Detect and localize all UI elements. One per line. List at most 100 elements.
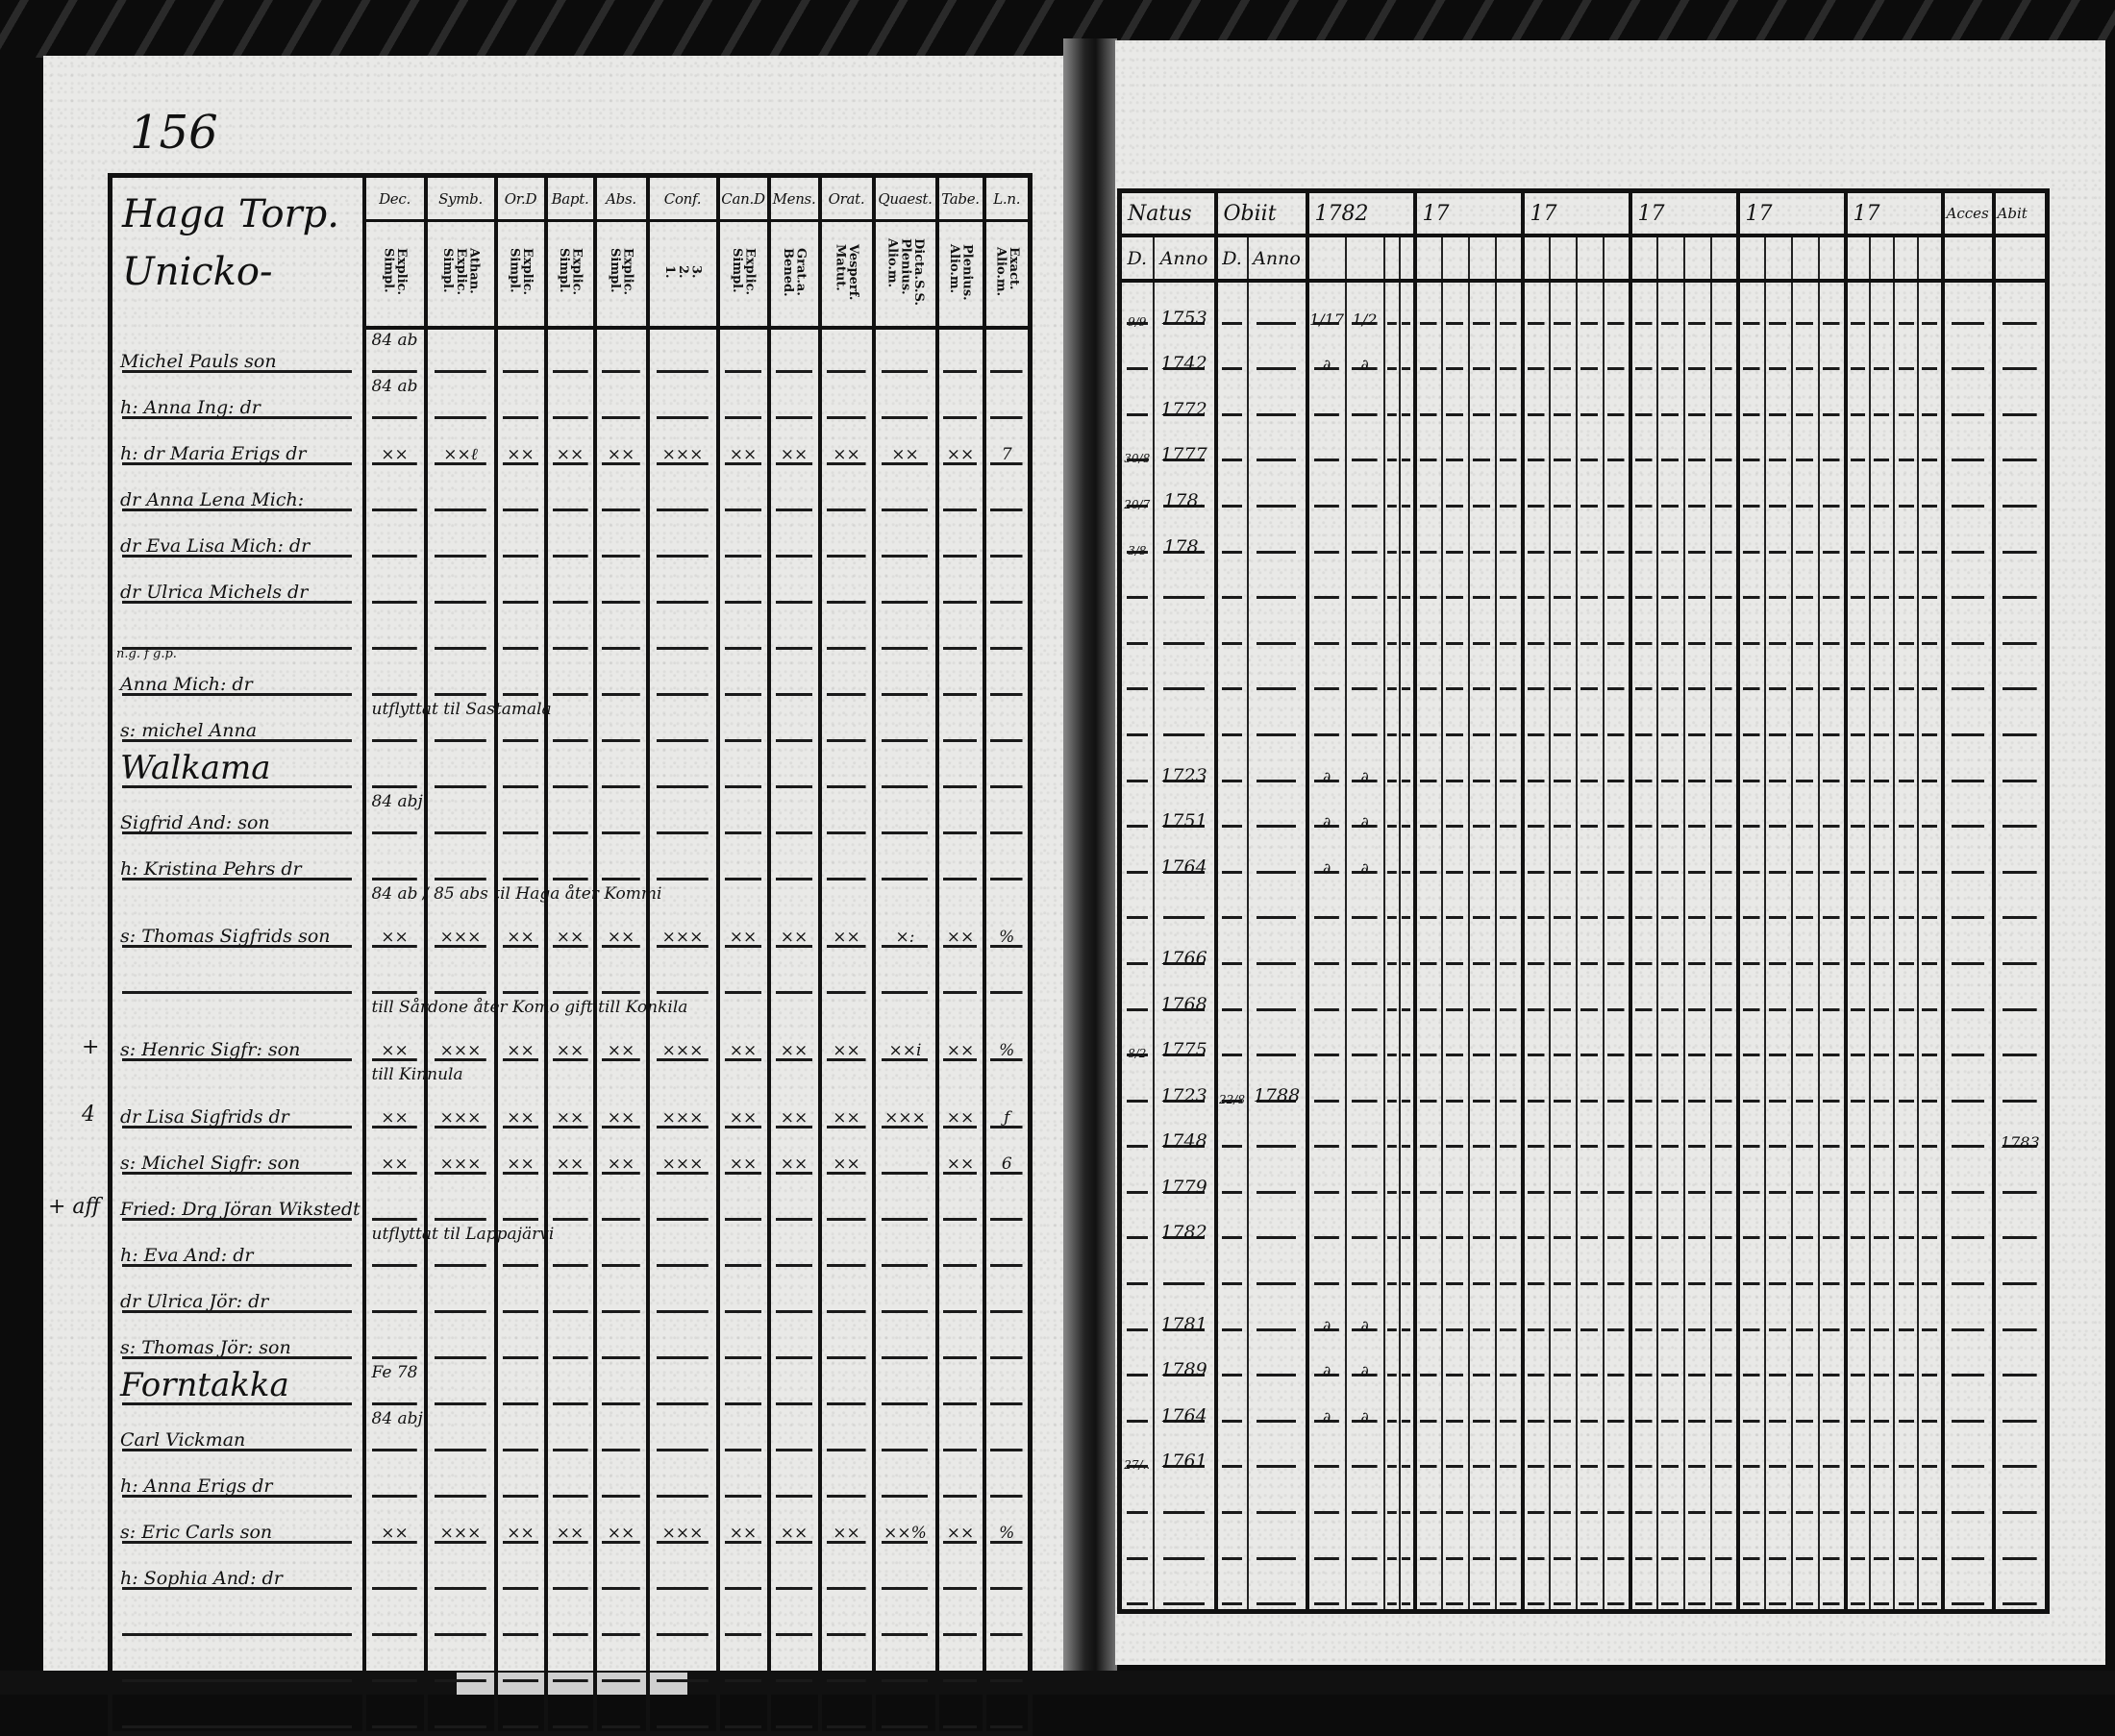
mark-cell	[766, 1547, 820, 1593]
year-subcolumn-header	[1790, 236, 1819, 283]
register-row: dr Ulrica Michels dr	[110, 560, 1031, 607]
subheader-text: Dicta.S.S. Plenius. Alio.m.	[884, 238, 926, 306]
acces-cell	[1940, 1426, 1994, 1473]
year-mark-cell	[1893, 557, 1919, 604]
year-mark-cell	[1398, 465, 1415, 511]
mark-cell	[423, 514, 496, 560]
year-mark-cell	[1382, 1472, 1400, 1519]
mark-cell: Fe 78	[361, 1362, 426, 1408]
year-mark-cell	[1382, 1105, 1400, 1153]
mark-cell	[982, 328, 1031, 376]
year-mark-cell	[1790, 465, 1819, 511]
mark-cell	[934, 1316, 984, 1362]
year-mark-cell	[1602, 877, 1630, 924]
year-mark-cell	[1382, 1426, 1400, 1473]
mark-cell	[982, 791, 1031, 837]
mark-cell	[543, 1362, 595, 1408]
mark-cell	[645, 376, 718, 422]
year-mark-cell	[1655, 694, 1684, 740]
year-mark-cell	[1735, 1472, 1765, 1519]
year-mark-cell	[1917, 1472, 1943, 1519]
abit-cell	[1991, 1334, 2048, 1381]
mark-cell	[423, 1224, 496, 1270]
year-mark-cell	[1735, 739, 1765, 786]
abit-cell	[1991, 831, 2048, 878]
mark-cell	[493, 791, 546, 837]
year-mark-cell	[1412, 510, 1442, 558]
year-mark-cell	[1602, 1243, 1630, 1290]
mark-cell	[766, 560, 820, 607]
year-mark-cell	[1602, 831, 1630, 878]
mark-cell: ××	[361, 1131, 426, 1178]
mark-cell	[817, 1547, 874, 1593]
acces-cell	[1940, 557, 1994, 604]
year-mark-cell	[1548, 1289, 1577, 1335]
year-mark-cell	[1398, 968, 1415, 1015]
mark-cell	[934, 1270, 984, 1316]
year-mark-cell	[1709, 1014, 1738, 1061]
subheader-text: Athan. Explic. Simpl.	[440, 248, 482, 296]
birth-year: 178.	[1152, 465, 1216, 511]
year-mark-cell	[1575, 603, 1604, 649]
year-mark-cell	[1628, 968, 1657, 1015]
death-year	[1246, 739, 1307, 786]
mark-cell	[934, 653, 984, 699]
year-mark-cell	[1843, 968, 1870, 1015]
death-day	[1213, 739, 1248, 786]
mark-cell	[766, 699, 820, 745]
year-mark-cell	[1655, 785, 1684, 832]
year-mark-cell	[1344, 1152, 1384, 1198]
year-mark-cell	[1655, 1289, 1684, 1335]
abit-cell	[1991, 1289, 2048, 1335]
mark-cell	[423, 791, 496, 837]
year-mark-cell	[1893, 1334, 1919, 1381]
year-mark-cell	[1412, 877, 1442, 924]
year-mark-cell	[1305, 465, 1346, 511]
acces-cell	[1940, 281, 1994, 329]
column-subheader: Explic. Simpl.	[493, 220, 546, 330]
year-mark-cell	[1520, 1152, 1550, 1198]
year-mark-cell	[1763, 1243, 1792, 1290]
year-subcolumn-header	[1628, 236, 1657, 283]
mark-cell: 84 ab / 85 abs til Haga åter Kommi ××	[361, 883, 661, 951]
mark-cell	[766, 745, 820, 791]
person-name: h: dr Maria Erigs dr	[110, 422, 364, 468]
mark-cell	[817, 1178, 874, 1224]
birth-year: 1766	[1152, 923, 1216, 969]
person-name: Michel Pauls son	[110, 328, 364, 376]
acces-cell	[1940, 328, 1994, 375]
mark-cell	[645, 1639, 718, 1685]
year-mark-cell	[1398, 1334, 1415, 1381]
mark-cell: 6	[982, 1131, 1031, 1178]
year-mark-cell	[1305, 419, 1346, 466]
year-header: 17	[1735, 190, 1846, 237]
birth-day	[1119, 739, 1154, 786]
person-name: s: Thomas Jör: son	[110, 1316, 364, 1362]
year-mark-cell	[1494, 1380, 1523, 1426]
register-row	[1119, 557, 2048, 604]
year-mark-cell	[1305, 1197, 1346, 1244]
year-mark-cell	[1467, 739, 1496, 786]
year-mark-cell	[1344, 1105, 1384, 1153]
year-mark-cell	[1398, 923, 1415, 969]
mark-cell	[817, 1224, 874, 1270]
year-mark-cell	[1682, 1243, 1711, 1290]
mark-cell	[982, 607, 1031, 653]
year-mark-cell	[1655, 557, 1684, 604]
year-mark-cell	[1494, 1334, 1523, 1381]
year-mark-cell	[1602, 1289, 1630, 1335]
death-day	[1213, 465, 1248, 511]
year-mark-cell	[1412, 1060, 1442, 1106]
person-name: Fried: Drg Jöran Wikstedt	[110, 1178, 364, 1224]
year-mark-cell	[1467, 1472, 1496, 1519]
year-mark-cell	[1467, 510, 1496, 558]
register-row: 1764 ∂ ∂	[1119, 831, 2048, 878]
abit-cell	[1991, 785, 2048, 832]
acces-cell	[1940, 374, 1994, 420]
year-mark-cell	[1494, 1197, 1523, 1244]
mark-cell	[934, 1454, 984, 1500]
acces-cell	[1940, 1289, 1994, 1335]
abit-cell	[1991, 1197, 2048, 1244]
year-mark-cell	[1548, 877, 1577, 924]
year-mark-cell	[1817, 1152, 1846, 1198]
